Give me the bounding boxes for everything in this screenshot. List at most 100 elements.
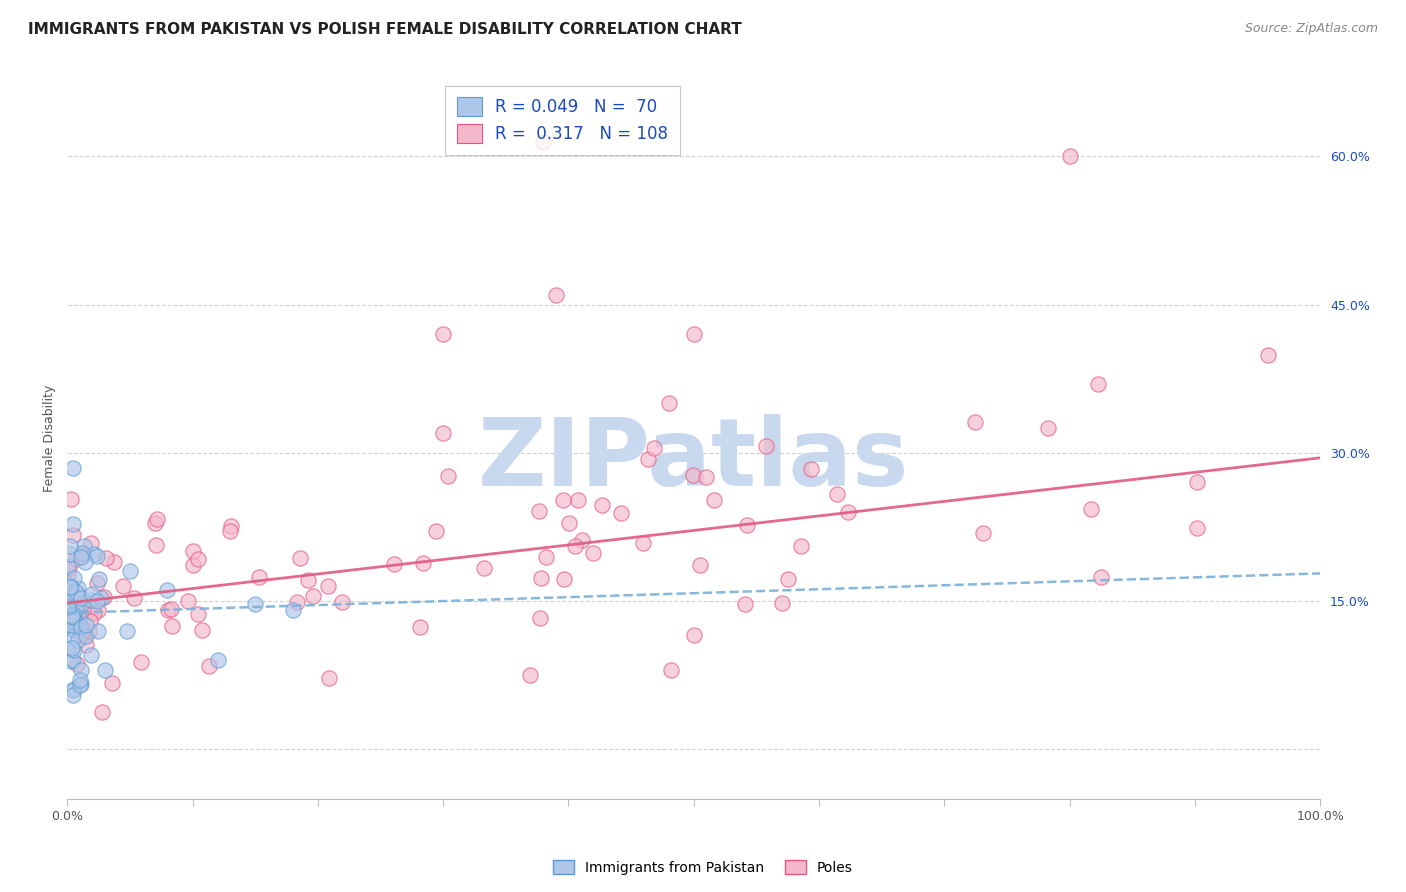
Point	[82, 587, 104, 601]
Point	[682, 468, 704, 483]
Point	[79, 607, 101, 621]
Point	[181, 558, 204, 572]
Point	[770, 596, 793, 610]
Point	[90, 591, 112, 606]
Point	[425, 524, 447, 538]
Point	[83, 547, 105, 561]
Point	[60, 618, 83, 632]
Point	[58, 577, 80, 591]
Point	[75, 638, 97, 652]
Point	[530, 571, 553, 585]
Point	[59, 547, 82, 561]
Point	[330, 595, 353, 609]
Point	[69, 625, 91, 640]
Point	[544, 287, 567, 301]
Text: IMMIGRANTS FROM PAKISTAN VS POLISH FEMALE DISABILITY CORRELATION CHART: IMMIGRANTS FROM PAKISTAN VS POLISH FEMAL…	[28, 22, 742, 37]
Point	[755, 440, 778, 454]
Point	[93, 591, 115, 605]
Point	[219, 524, 242, 538]
Point	[1090, 570, 1112, 584]
Point	[58, 641, 80, 656]
Point	[80, 648, 103, 662]
Point	[129, 655, 152, 669]
Point	[156, 582, 179, 597]
Legend: R = 0.049   N =  70, R =  0.317   N = 108: R = 0.049 N = 70, R = 0.317 N = 108	[446, 86, 681, 155]
Point	[297, 574, 319, 588]
Point	[87, 603, 110, 617]
Point	[103, 556, 125, 570]
Point	[67, 589, 90, 603]
Point	[837, 505, 859, 519]
Point	[191, 624, 214, 638]
Point	[87, 572, 110, 586]
Point	[69, 678, 91, 692]
Point	[80, 593, 103, 607]
Point	[58, 559, 80, 574]
Legend: Immigrants from Pakistan, Poles: Immigrants from Pakistan, Poles	[547, 855, 859, 880]
Point	[564, 539, 586, 553]
Point	[60, 580, 83, 594]
Point	[432, 426, 454, 441]
Point	[382, 557, 405, 571]
Point	[62, 593, 84, 607]
Point	[72, 629, 94, 643]
Point	[734, 597, 756, 611]
Point	[70, 548, 93, 562]
Point	[800, 461, 823, 475]
Point	[67, 581, 90, 595]
Point	[643, 442, 665, 456]
Point	[60, 622, 83, 636]
Point	[62, 653, 84, 667]
Point	[181, 543, 204, 558]
Point	[557, 516, 579, 530]
Point	[162, 618, 184, 632]
Point	[146, 512, 169, 526]
Point	[302, 589, 325, 603]
Point	[145, 538, 167, 552]
Point	[94, 663, 117, 677]
Point	[281, 603, 304, 617]
Point	[69, 549, 91, 564]
Point	[735, 518, 758, 533]
Point	[83, 607, 105, 621]
Point	[70, 546, 93, 560]
Point	[703, 493, 725, 508]
Point	[571, 533, 593, 547]
Point	[70, 676, 93, 690]
Point	[658, 396, 681, 410]
Point	[70, 591, 93, 605]
Point	[187, 607, 209, 622]
Point	[65, 552, 87, 566]
Point	[86, 594, 108, 608]
Point	[553, 493, 575, 508]
Point	[58, 617, 80, 632]
Point	[58, 602, 80, 616]
Point	[682, 327, 704, 342]
Point	[62, 683, 84, 698]
Point	[659, 663, 682, 677]
Point	[1185, 475, 1208, 490]
Point	[245, 597, 267, 611]
Point	[62, 688, 84, 702]
Point	[72, 628, 94, 642]
Point	[157, 603, 180, 617]
Point	[1087, 376, 1109, 391]
Point	[187, 551, 209, 566]
Point	[62, 460, 84, 475]
Point	[94, 551, 117, 566]
Point	[86, 575, 108, 590]
Point	[62, 630, 84, 644]
Point	[437, 469, 460, 483]
Point	[972, 525, 994, 540]
Point	[80, 535, 103, 549]
Point	[198, 659, 221, 673]
Point	[60, 608, 83, 623]
Point	[963, 415, 986, 429]
Point	[412, 556, 434, 570]
Point	[59, 539, 82, 553]
Point	[1257, 348, 1279, 362]
Point	[101, 676, 124, 690]
Point	[122, 591, 145, 606]
Point	[285, 595, 308, 609]
Point	[91, 705, 114, 719]
